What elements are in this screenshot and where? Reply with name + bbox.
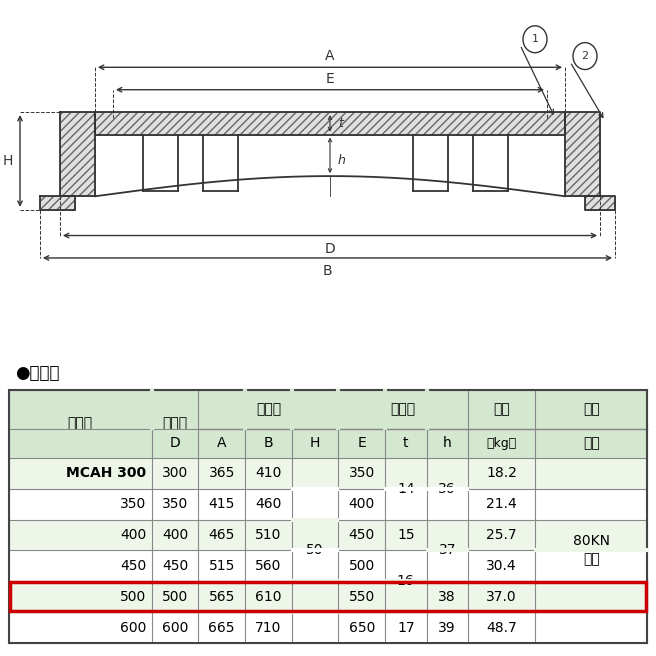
Polygon shape [476, 138, 504, 188]
Text: t: t [403, 436, 409, 450]
Text: 465: 465 [209, 528, 235, 542]
Text: 37: 37 [438, 543, 456, 558]
Text: （kg）: （kg） [487, 437, 517, 450]
Bar [9, 458, 647, 489]
Text: 510: 510 [255, 528, 281, 542]
Bar [10, 583, 646, 611]
Text: 実内径: 実内径 [163, 417, 188, 431]
Text: 350: 350 [120, 497, 146, 511]
Text: MCAH 300: MCAH 300 [66, 466, 146, 480]
Bar [9, 550, 647, 581]
Text: 80KN
以上: 80KN 以上 [573, 534, 610, 567]
Text: 610: 610 [255, 590, 281, 604]
Text: H: H [310, 436, 320, 450]
Bar [9, 520, 647, 550]
Text: 破壊: 破壊 [583, 402, 600, 417]
Polygon shape [95, 112, 565, 134]
Text: 1: 1 [531, 34, 539, 44]
Bar [9, 390, 647, 458]
Text: 500: 500 [120, 590, 146, 604]
Polygon shape [415, 138, 445, 188]
Text: 2: 2 [581, 51, 588, 61]
Bar [9, 612, 647, 644]
Text: E: E [358, 436, 366, 450]
Text: 荷重: 荷重 [583, 436, 600, 450]
Text: 18.2: 18.2 [486, 466, 517, 480]
Bar [9, 581, 647, 612]
Text: 710: 710 [255, 621, 281, 635]
Text: 25.7: 25.7 [486, 528, 517, 542]
Text: B: B [264, 436, 273, 450]
Text: 符　号: 符 号 [68, 417, 92, 431]
Text: ふ　た: ふ た [390, 402, 416, 417]
Text: 460: 460 [255, 497, 281, 511]
Text: 400: 400 [120, 528, 146, 542]
Text: D: D [325, 242, 335, 256]
Text: B: B [323, 264, 333, 278]
Text: A: A [217, 436, 226, 450]
Text: 550: 550 [348, 590, 375, 604]
Text: 受　枠: 受 枠 [256, 402, 281, 417]
Text: 515: 515 [209, 559, 235, 573]
Polygon shape [40, 196, 75, 210]
Text: 665: 665 [209, 621, 235, 635]
Text: 48.7: 48.7 [486, 621, 517, 635]
Text: 400: 400 [348, 497, 375, 511]
Text: 16: 16 [397, 575, 415, 588]
Text: 500: 500 [162, 590, 188, 604]
Text: 350: 350 [348, 466, 375, 480]
Text: t: t [338, 117, 343, 130]
Text: D: D [170, 436, 180, 450]
Polygon shape [585, 196, 615, 210]
Text: E: E [325, 72, 335, 85]
Text: 50: 50 [306, 543, 324, 558]
Polygon shape [565, 112, 600, 196]
Text: 650: 650 [348, 621, 375, 635]
Polygon shape [146, 138, 174, 188]
Text: 415: 415 [209, 497, 235, 511]
Text: h: h [338, 154, 346, 167]
Text: 重量: 重量 [493, 402, 510, 417]
Polygon shape [205, 138, 234, 188]
Text: 600: 600 [120, 621, 146, 635]
Text: 17: 17 [397, 621, 415, 635]
Text: 15: 15 [397, 528, 415, 542]
Text: 21.4: 21.4 [486, 497, 517, 511]
Text: 450: 450 [348, 528, 375, 542]
Text: 30.4: 30.4 [486, 559, 517, 573]
Text: 365: 365 [209, 466, 235, 480]
Text: 500: 500 [348, 559, 375, 573]
Text: 400: 400 [162, 528, 188, 542]
Text: A: A [325, 49, 335, 63]
Text: 565: 565 [209, 590, 235, 604]
Text: ●仕　様: ●仕 様 [15, 364, 59, 382]
Text: h: h [443, 436, 451, 450]
Text: H: H [3, 154, 13, 168]
Text: 36: 36 [438, 482, 456, 496]
Text: 38: 38 [438, 590, 456, 604]
Bar [9, 489, 647, 520]
Text: 39: 39 [438, 621, 456, 635]
Text: 300: 300 [162, 466, 188, 480]
Text: 37.0: 37.0 [486, 590, 517, 604]
Text: 410: 410 [255, 466, 281, 480]
Text: 600: 600 [162, 621, 188, 635]
Text: 14: 14 [397, 482, 415, 496]
Polygon shape [60, 112, 95, 196]
Bar [9, 390, 647, 644]
Text: 350: 350 [162, 497, 188, 511]
Text: 450: 450 [120, 559, 146, 573]
Text: 450: 450 [162, 559, 188, 573]
Text: 560: 560 [255, 559, 281, 573]
